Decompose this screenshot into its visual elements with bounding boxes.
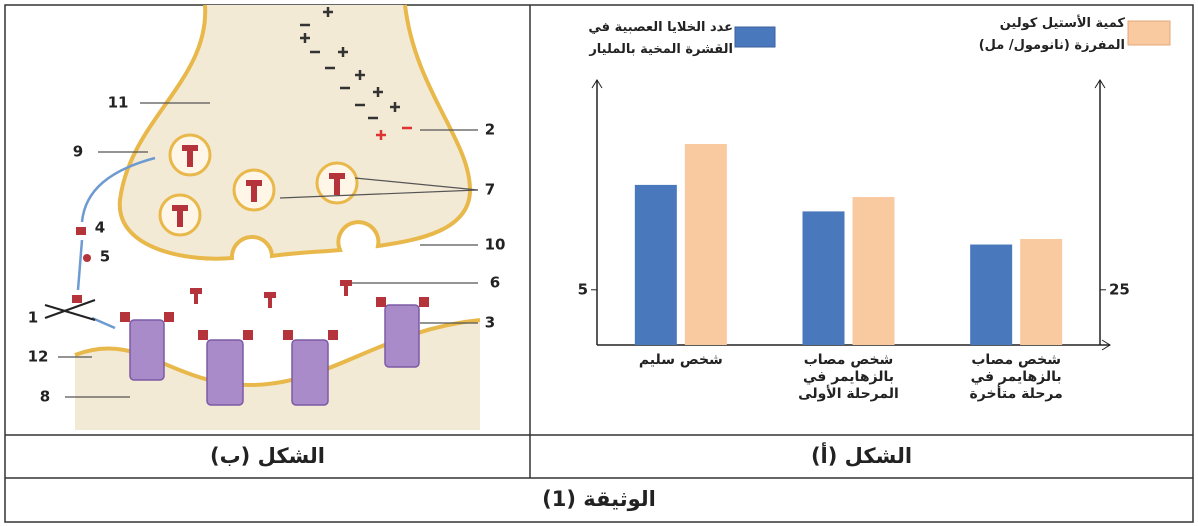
diagram-label: 10 [485,236,506,254]
x-axis-arrow [1101,339,1111,351]
legend-swatch [734,26,776,48]
bar [1020,239,1063,345]
diagram-label: 5 [100,248,110,266]
x-tick-label: شخص مصاب بالزهايمر في المرحلة الأولى [798,352,899,402]
bar [634,184,677,345]
x-tick-label: شخص سليم [638,352,723,368]
frame [4,4,1194,523]
caption: الشكل (أ) [810,444,913,468]
document-title: الوثيقة (1) [542,487,656,511]
diagram-label: 9 [73,143,83,161]
diagram-label: 2 [485,121,495,139]
diagram-label: 6 [490,274,500,292]
y2-axis-arrow [1094,79,1106,89]
diagram-label: 7 [485,181,495,199]
bar [684,144,727,345]
x-tick-label: شخص مصاب بالزهايمر في مرحلة متأخرة [969,352,1063,402]
y2-tick-label: 25 [1109,280,1130,298]
y-tick-label: 5 [578,280,588,298]
legend-label: كمية الأستيل كولين المفرزة (نانومول/ مل) [978,16,1125,53]
bar [970,244,1013,345]
diagram-label: 1 [28,309,38,327]
y-axis-arrow [591,79,603,89]
caption: الشكل (ب) [209,444,326,468]
synapse-diagram [44,4,481,430]
diagram-label: 8 [40,388,50,406]
diagram-label: 12 [28,348,49,366]
bar [802,211,845,345]
legend-swatch [1127,20,1171,46]
diagram-label: 3 [485,314,495,332]
diagram-label: 11 [108,94,129,112]
bar [852,197,895,345]
legend-label: عدد الخلايا العصبية في القشرة المخية بال… [588,20,733,57]
diagram-label: 4 [95,219,105,237]
